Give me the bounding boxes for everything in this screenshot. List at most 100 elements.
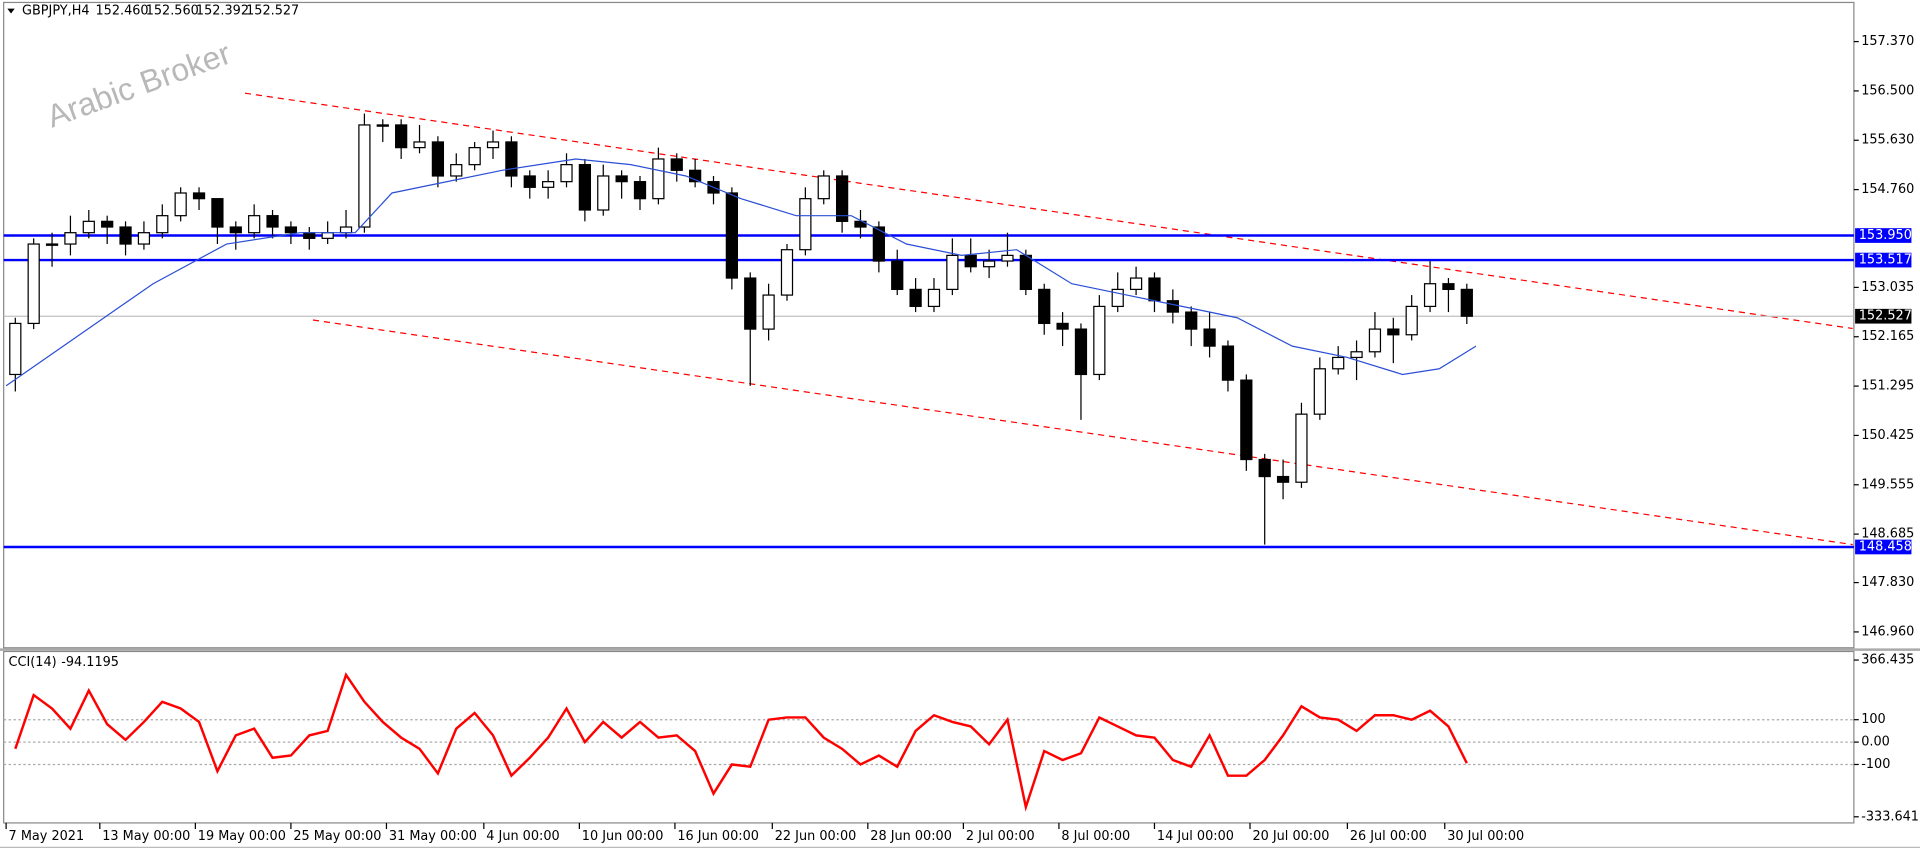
candle-body xyxy=(45,243,59,246)
candle-body xyxy=(1221,345,1235,381)
ohlc-value: 152.392 xyxy=(196,4,249,19)
candle-body xyxy=(229,226,242,234)
candle-body xyxy=(652,158,665,200)
candle-body xyxy=(1405,305,1418,336)
x-tick-label: 2 Jul 00:00 xyxy=(966,829,1035,844)
x-tick-label: 22 Jun 00:00 xyxy=(775,829,857,844)
candle-body xyxy=(1093,305,1106,376)
x-tick-label: 19 May 00:00 xyxy=(198,829,286,844)
y-tick-label: 149.555 xyxy=(1861,477,1914,492)
candle-body xyxy=(597,175,610,211)
candle-body xyxy=(927,288,941,308)
ohlc-value: 152.460 xyxy=(96,4,149,19)
candle-body xyxy=(1203,328,1216,347)
level-label-box xyxy=(1855,228,1912,243)
candle-body xyxy=(1240,379,1253,461)
x-tick-label: 25 May 00:00 xyxy=(293,829,381,844)
candle-body xyxy=(339,226,353,234)
candle-body xyxy=(982,260,996,268)
candle-body xyxy=(725,192,738,279)
x-tick-label: 28 Jun 00:00 xyxy=(870,829,952,844)
candle-body xyxy=(670,158,683,171)
candle-body xyxy=(468,147,481,166)
candle-body xyxy=(101,220,114,228)
candle-body xyxy=(1295,413,1308,483)
level-label-box xyxy=(1855,539,1912,555)
candle-body xyxy=(744,277,757,330)
candle-body xyxy=(358,124,371,228)
x-tick-label: 30 Jul 00:00 xyxy=(1447,829,1524,844)
candle-body xyxy=(211,198,224,228)
x-tick-label: 14 Jul 00:00 xyxy=(1157,829,1234,844)
candle-body xyxy=(1423,283,1437,308)
indicator-value: -94.1195 xyxy=(61,655,119,670)
current-price-label: 152.527 xyxy=(1859,309,1912,324)
cci-line xyxy=(14,672,1468,812)
x-tick-label: 8 Jul 00:00 xyxy=(1061,829,1130,844)
candle-body xyxy=(119,226,132,245)
candle-body xyxy=(1019,254,1032,291)
candle-body xyxy=(1166,300,1179,313)
level-label: 153.950 xyxy=(1859,228,1912,243)
y-tick-label: 146.960 xyxy=(1861,624,1914,639)
candle-body xyxy=(1460,288,1473,317)
y-tick-label: 148.685 xyxy=(1861,527,1914,542)
candle-body xyxy=(505,141,518,177)
x-tick-label: 16 Jun 00:00 xyxy=(677,829,759,844)
candle-body xyxy=(321,232,334,239)
candle-body xyxy=(1074,328,1088,376)
candle-body xyxy=(395,124,408,149)
candle-body xyxy=(872,226,885,262)
x-tick-label: 10 Jun 00:00 xyxy=(582,829,664,844)
candle-body xyxy=(192,192,206,200)
candle-body xyxy=(1129,277,1143,291)
level-label: 153.517 xyxy=(1859,253,1912,268)
current-price-box xyxy=(1855,308,1912,324)
symbol-title: GBPJPY,H4 xyxy=(22,4,90,19)
candle-body xyxy=(946,254,959,291)
x-tick-label: 13 May 00:00 xyxy=(102,829,190,844)
y-tick-label: -100 xyxy=(1861,757,1890,772)
x-tick-label: 26 Jul 00:00 xyxy=(1350,829,1427,844)
candle-body xyxy=(137,232,151,245)
y-tick-label: 150.425 xyxy=(1861,428,1914,443)
y-tick-label: 156.500 xyxy=(1861,83,1914,98)
candle-body xyxy=(486,141,500,149)
candle-body xyxy=(891,260,904,291)
y-tick-label: 152.165 xyxy=(1861,329,1914,344)
candle-body xyxy=(82,220,95,234)
candle-body xyxy=(1313,368,1326,415)
candle-body xyxy=(560,164,573,183)
indicator-panel xyxy=(3,650,1855,824)
candle-body xyxy=(1332,356,1345,370)
candle-body xyxy=(1148,277,1161,302)
candle-body xyxy=(615,175,628,183)
candle-body xyxy=(174,192,187,217)
x-tick-label: 31 May 00:00 xyxy=(389,829,477,844)
candle-body xyxy=(542,181,555,188)
candle-body xyxy=(799,198,812,251)
y-tick-label: 153.035 xyxy=(1861,280,1914,295)
level-label-box xyxy=(1855,252,1912,268)
candle-body xyxy=(909,288,922,308)
x-tick-label: 7 May 2021 xyxy=(9,829,85,844)
candle-body xyxy=(1258,458,1271,478)
candle-body xyxy=(303,232,316,239)
candle-body xyxy=(578,164,592,211)
candle-body xyxy=(156,215,169,234)
menu-arrow[interactable] xyxy=(7,8,15,14)
y-tick-label: 147.830 xyxy=(1861,575,1914,590)
candle-body xyxy=(64,232,77,245)
candle-body xyxy=(284,226,298,234)
trend-line xyxy=(312,319,1853,546)
y-tick-label: -333.6411 xyxy=(1861,809,1920,824)
y-tick-label: 157.370 xyxy=(1861,34,1914,49)
y-tick-label: 151.295 xyxy=(1861,379,1914,394)
indicator-name: CCI(14) xyxy=(9,655,57,670)
candle-body xyxy=(1387,328,1400,336)
candle-body xyxy=(413,141,426,149)
candle-body xyxy=(817,175,830,200)
candle-body xyxy=(780,249,794,296)
